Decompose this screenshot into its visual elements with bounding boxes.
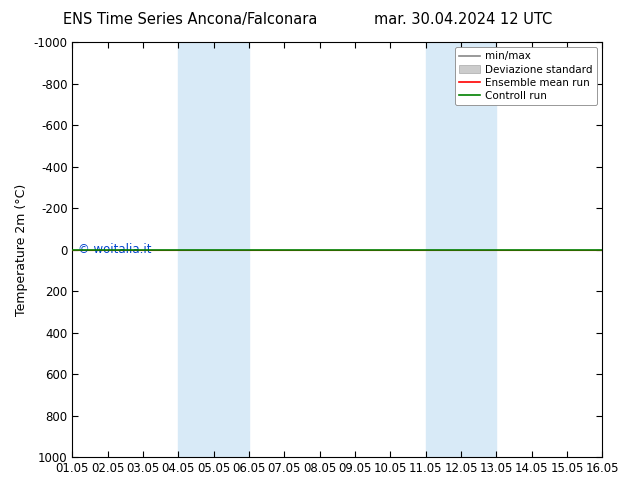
Legend: min/max, Deviazione standard, Ensemble mean run, Controll run: min/max, Deviazione standard, Ensemble m… xyxy=(455,47,597,105)
Text: ENS Time Series Ancona/Falconara: ENS Time Series Ancona/Falconara xyxy=(63,12,318,27)
Text: © woitalia.it: © woitalia.it xyxy=(78,243,152,256)
Y-axis label: Temperature 2m (°C): Temperature 2m (°C) xyxy=(15,183,28,316)
Text: mar. 30.04.2024 12 UTC: mar. 30.04.2024 12 UTC xyxy=(373,12,552,27)
Bar xyxy=(178,42,249,457)
Bar xyxy=(425,42,496,457)
